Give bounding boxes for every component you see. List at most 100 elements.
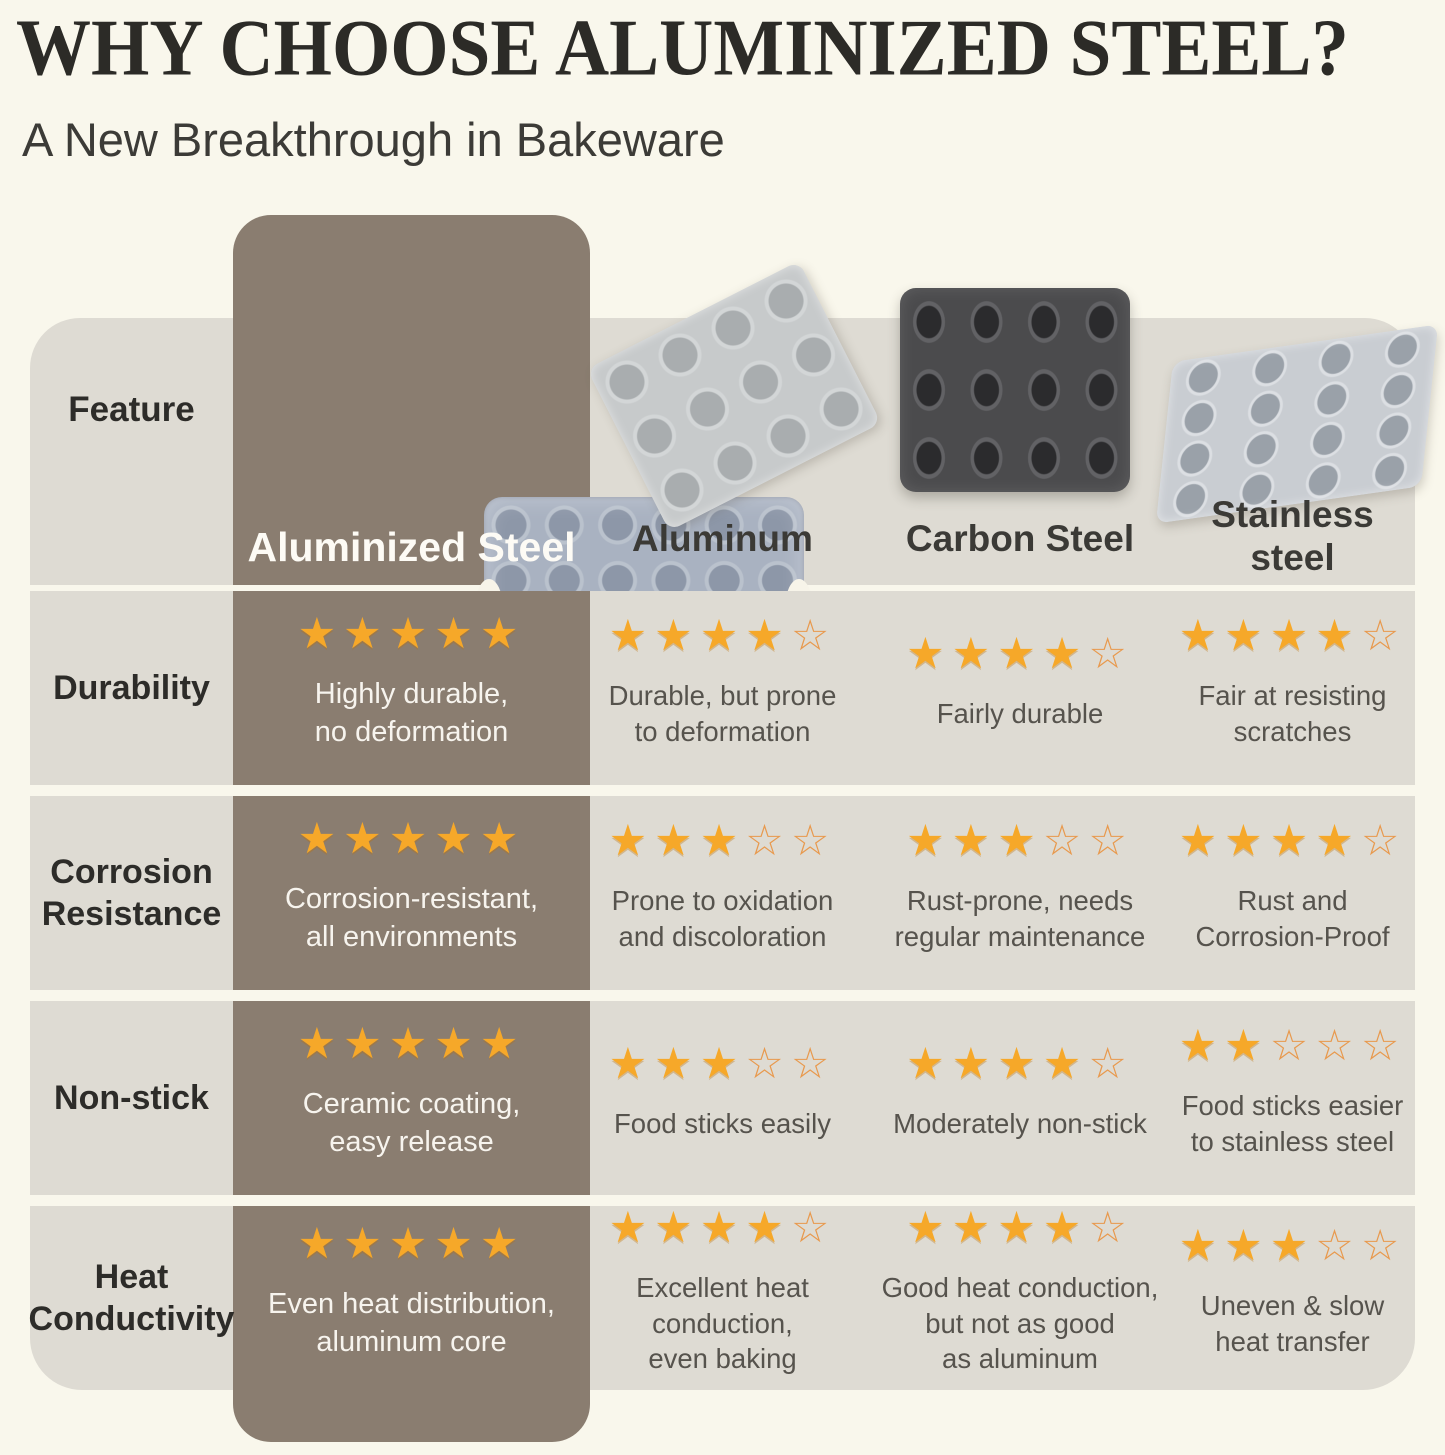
rating-description: Highly durable, no deformation bbox=[314, 677, 509, 748]
cell-corrosion-resistance-carbon-steel: ★★★☆☆ Rust-prone, needs regular maintenan… bbox=[870, 790, 1170, 984]
star-filled-icon: ★ bbox=[479, 609, 526, 658]
star-filled-icon: ★ bbox=[699, 1203, 746, 1252]
star-filled-icon: ★ bbox=[951, 1039, 998, 1088]
cell-corrosion-resistance-stainless-steel: ★★★★☆ Rust and Corrosion-Proof bbox=[1170, 790, 1415, 984]
star-filled-icon: ★ bbox=[297, 1019, 344, 1068]
star-rating: ★★★☆☆ bbox=[608, 816, 837, 865]
star-filled-icon: ★ bbox=[1224, 816, 1270, 865]
star-filled-icon: ★ bbox=[297, 609, 344, 658]
highlight-column-segment bbox=[233, 1206, 590, 1442]
star-filled-icon: ★ bbox=[906, 1039, 952, 1088]
star-filled-icon: ★ bbox=[1178, 1221, 1225, 1270]
column-header-stainless-steel: Stainless steel bbox=[1211, 494, 1374, 578]
star-filled-icon: ★ bbox=[608, 1203, 655, 1252]
star-filled-icon: ★ bbox=[479, 1219, 526, 1268]
star-filled-icon: ★ bbox=[1269, 611, 1316, 660]
star-filled-icon: ★ bbox=[906, 1203, 952, 1252]
star-filled-icon: ★ bbox=[608, 816, 655, 865]
star-filled-icon: ★ bbox=[997, 1039, 1043, 1088]
star-rating: ★★★★☆ bbox=[1178, 611, 1407, 660]
star-filled-icon: ★ bbox=[654, 1039, 700, 1088]
star-filled-icon: ★ bbox=[434, 814, 480, 863]
star-rating: ★★☆☆☆ bbox=[1178, 1021, 1407, 1070]
feature-label-durability: Durability bbox=[53, 668, 210, 707]
star-rating: ★★★★☆ bbox=[906, 1039, 1134, 1088]
feature-header-label: Feature bbox=[68, 390, 195, 429]
cell-durability-aluminum: ★★★★☆ Durable, but prone to deformation bbox=[575, 585, 870, 779]
cell-non-stick-aluminized-steel: ★★★★★ Ceramic coating, easy release bbox=[233, 995, 590, 1189]
star-empty-icon: ☆ bbox=[745, 816, 791, 865]
cell-heat-conductivity-aluminum: ★★★★☆ Excellent heat conduction, even bak… bbox=[575, 1200, 870, 1384]
star-filled-icon: ★ bbox=[654, 1203, 700, 1252]
star-empty-icon: ☆ bbox=[1360, 1221, 1407, 1270]
star-empty-icon: ☆ bbox=[1315, 1221, 1361, 1270]
row-durability: Durability ★★★★★ Highly durable, no deform… bbox=[30, 591, 1415, 785]
star-filled-icon: ★ bbox=[1042, 1039, 1089, 1088]
star-filled-icon: ★ bbox=[1178, 1021, 1225, 1070]
star-filled-icon: ★ bbox=[1269, 816, 1316, 865]
feature-label-heat-conductivity: Heat Conductivity bbox=[28, 1257, 235, 1339]
star-filled-icon: ★ bbox=[745, 1203, 791, 1252]
star-rating: ★★★☆☆ bbox=[609, 1039, 837, 1088]
star-filled-icon: ★ bbox=[1042, 629, 1089, 678]
row-corrosion-resistance: Corrosion Resistance ★★★★★ Corrosion-resis… bbox=[30, 796, 1415, 990]
star-rating: ★★★★☆ bbox=[608, 611, 837, 660]
star-filled-icon: ★ bbox=[951, 816, 998, 865]
star-empty-icon: ☆ bbox=[1042, 816, 1089, 865]
star-filled-icon: ★ bbox=[1042, 1203, 1089, 1252]
star-empty-icon: ☆ bbox=[1315, 1021, 1361, 1070]
carbon-steel-pan-image bbox=[900, 288, 1130, 492]
star-filled-icon: ★ bbox=[906, 629, 952, 678]
star-empty-icon: ☆ bbox=[1360, 1021, 1407, 1070]
rating-description: Rust and Corrosion-Proof bbox=[1195, 884, 1390, 952]
star-filled-icon: ★ bbox=[745, 611, 791, 660]
rating-description: Fairly durable bbox=[936, 697, 1104, 729]
star-empty-icon: ☆ bbox=[1360, 816, 1407, 865]
star-empty-icon: ☆ bbox=[1088, 1203, 1134, 1252]
rating-description: Uneven & slow heat transfer bbox=[1200, 1289, 1385, 1357]
star-filled-icon: ★ bbox=[1224, 611, 1270, 660]
rating-description: Ceramic coating, easy release bbox=[302, 1087, 521, 1158]
highlight-column-segment bbox=[233, 1001, 590, 1195]
star-filled-icon: ★ bbox=[997, 816, 1043, 865]
rating-description: Good heat conduction, but not as good as… bbox=[881, 1271, 1159, 1375]
star-rating: ★★★★☆ bbox=[906, 629, 1134, 678]
rating-description: Food sticks easier to stainless steel bbox=[1181, 1089, 1404, 1157]
star-empty-icon: ☆ bbox=[1360, 611, 1407, 660]
star-filled-icon: ★ bbox=[608, 611, 655, 660]
feature-label-non-stick: Non-stick bbox=[54, 1078, 209, 1117]
star-empty-icon: ☆ bbox=[790, 611, 837, 660]
cell-non-stick-aluminum: ★★★☆☆ Food sticks easily bbox=[575, 995, 870, 1189]
column-header-aluminum: Aluminum bbox=[632, 518, 813, 559]
star-rating: ★★★★☆ bbox=[608, 1203, 837, 1252]
cell-durability-stainless-steel: ★★★★☆ Fair at resisting scratches bbox=[1170, 585, 1415, 779]
star-filled-icon: ★ bbox=[388, 1219, 435, 1268]
highlight-column-segment bbox=[233, 796, 590, 990]
star-filled-icon: ★ bbox=[1315, 611, 1361, 660]
star-filled-icon: ★ bbox=[343, 1019, 389, 1068]
star-empty-icon: ☆ bbox=[790, 1203, 837, 1252]
star-filled-icon: ★ bbox=[699, 611, 746, 660]
star-rating: ★★★★☆ bbox=[1178, 816, 1407, 865]
star-filled-icon: ★ bbox=[699, 816, 746, 865]
star-rating: ★★★★★ bbox=[298, 814, 526, 863]
star-filled-icon: ★ bbox=[1269, 1221, 1316, 1270]
star-empty-icon: ☆ bbox=[1088, 629, 1134, 678]
rating-description: Even heat distribution, aluminum core bbox=[268, 1287, 555, 1358]
column-header-aluminized-steel: Aluminized Steel bbox=[247, 524, 576, 570]
star-filled-icon: ★ bbox=[1178, 611, 1225, 660]
star-filled-icon: ★ bbox=[906, 816, 952, 865]
star-filled-icon: ★ bbox=[1178, 816, 1225, 865]
rating-description: Durable, but prone to deformation bbox=[608, 679, 837, 747]
star-filled-icon: ★ bbox=[1224, 1221, 1270, 1270]
cell-heat-conductivity-stainless-steel: ★★★☆☆ Uneven & slow heat transfer bbox=[1170, 1200, 1415, 1384]
star-filled-icon: ★ bbox=[699, 1039, 746, 1088]
star-filled-icon: ★ bbox=[297, 1219, 344, 1268]
star-rating: ★★★★★ bbox=[297, 1019, 526, 1068]
feature-label-corrosion-resistance: Corrosion Resistance bbox=[41, 852, 222, 934]
star-filled-icon: ★ bbox=[997, 629, 1043, 678]
star-rating: ★★★☆☆ bbox=[906, 816, 1134, 865]
cell-heat-conductivity-aluminized-steel: ★★★★★ Even heat distribution, aluminum co… bbox=[233, 1200, 590, 1384]
cell-corrosion-resistance-aluminum: ★★★☆☆ Prone to oxidation and discoloratio… bbox=[575, 790, 870, 984]
